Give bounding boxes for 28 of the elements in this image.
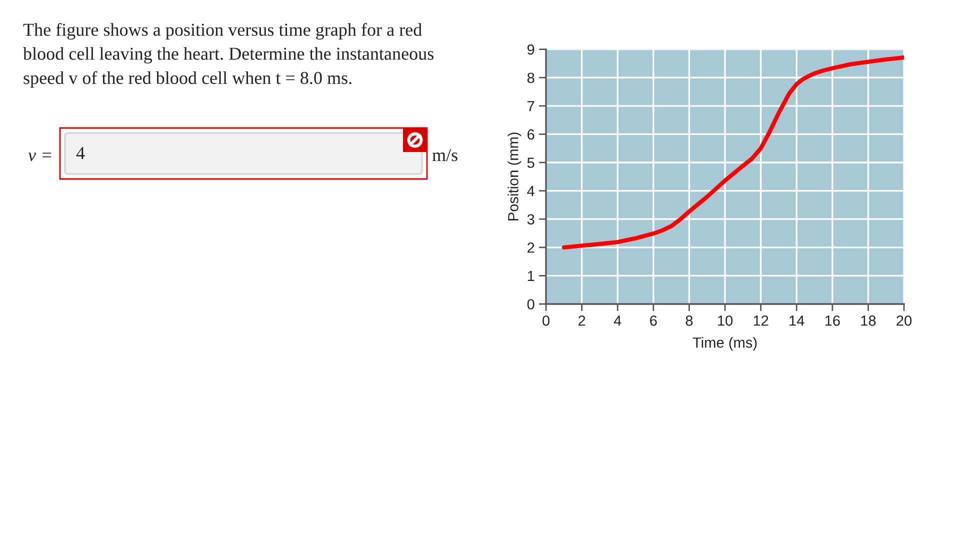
- y-tick-label: 4: [527, 186, 534, 196]
- y-tick-label: 2: [528, 242, 534, 253]
- x-tick-label: 4: [614, 316, 622, 326]
- x-tick-label: 12: [754, 315, 768, 326]
- line-series: [562, 55, 904, 250]
- y-axis-title: Position (mm): [508, 132, 522, 220]
- x-tick-label: 14: [790, 316, 804, 326]
- x-tick-label: 10: [718, 315, 733, 326]
- x-tick-label: 18: [861, 315, 876, 326]
- text: The figure shows a position versus time graph for a red blood cell leaving the heart. Determine the instantaneous speed v of the red blood cell when t = 8.0 ms.: [23, 23, 434, 88]
- x-axis-title: Time (ms): [692, 337, 757, 351]
- y-tick-label: 7: [528, 101, 534, 112]
- y-tick-label: 0: [527, 299, 534, 310]
- y-tick-label: 8: [527, 72, 534, 84]
- text: v =: [28, 152, 51, 162]
- text: m/s: [432, 149, 458, 162]
- y-tick-label: 5: [527, 158, 534, 168]
- y-tick-label: 1: [528, 270, 534, 281]
- y-tick-label: 6: [528, 129, 534, 140]
- y-tick-label: 3: [527, 214, 534, 225]
- y-tick-label: 9: [527, 44, 534, 55]
- x-tick-label: 16: [825, 315, 840, 326]
- text: 4: [76, 147, 85, 159]
- x-tick-label: 20: [896, 315, 912, 326]
- x-tick-label: 8: [686, 315, 693, 326]
- x-tick-label: 0: [542, 315, 550, 326]
- x-tick-label: 6: [650, 315, 657, 326]
- x-tick-label: 2: [578, 315, 586, 326]
